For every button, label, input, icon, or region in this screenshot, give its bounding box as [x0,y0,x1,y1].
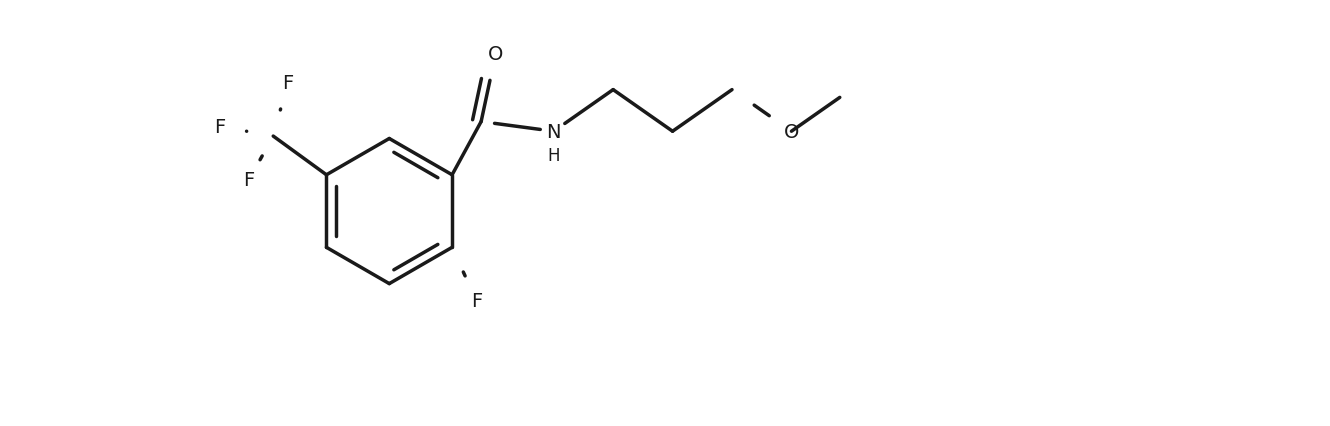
Text: O: O [488,45,503,64]
Text: F: F [214,118,226,137]
Text: F: F [471,291,481,310]
Text: H: H [548,147,560,165]
Text: N: N [547,122,561,141]
Text: F: F [282,74,294,93]
Text: F: F [243,171,254,190]
Text: O: O [783,122,799,141]
